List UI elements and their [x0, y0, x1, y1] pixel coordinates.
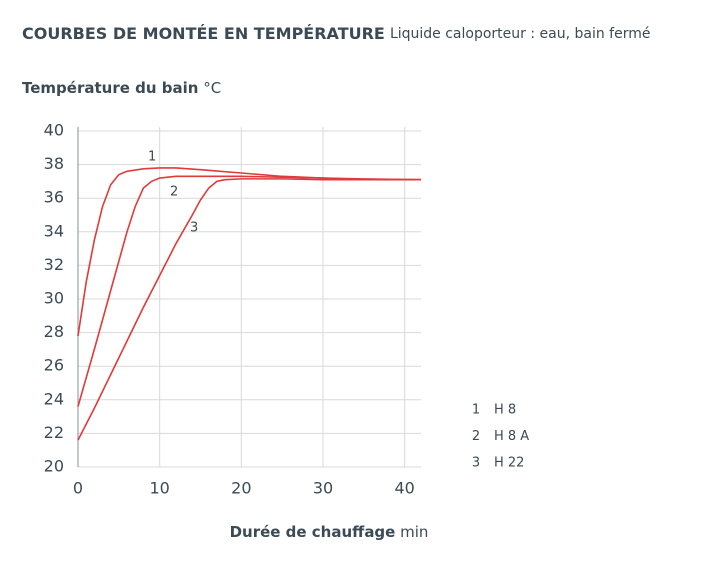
data-line — [77, 175, 422, 407]
chart-heading: COURBES DE MONTÉE EN TEMPÉRATURE Liquide… — [22, 24, 650, 43]
chart-title: COURBES DE MONTÉE EN TEMPÉRATURE — [22, 24, 385, 43]
legend-label: H 8 A — [494, 429, 529, 444]
y-tick-label: 30 — [44, 289, 64, 308]
y-tick-label: 32 — [44, 255, 64, 274]
x-axis-title: Durée de chauffage min — [230, 523, 429, 541]
data-line — [77, 178, 421, 441]
x-tick-label: 30 — [313, 479, 333, 498]
y-unit: °C — [203, 79, 221, 97]
x-tick-label: 10 — [149, 479, 169, 498]
curve-label: 2 — [170, 185, 178, 200]
x-label: Durée de chauffage — [230, 523, 396, 541]
x-tick-label: 40 — [394, 479, 414, 498]
y-tick-label: 38 — [44, 154, 64, 173]
legend-label: H 22 — [494, 456, 524, 471]
x-unit: min — [400, 523, 428, 541]
y-tick-label: 28 — [44, 322, 64, 341]
y-axis-title: Température du bain °C — [22, 79, 221, 97]
legend-number: 3 — [472, 456, 480, 471]
x-tick-label: 20 — [231, 479, 251, 498]
curve-label: 3 — [190, 221, 198, 236]
x-tick-label: 0 — [73, 479, 83, 498]
legend-number: 2 — [472, 429, 480, 444]
y-tick-label: 24 — [44, 389, 64, 408]
y-tick-label: 36 — [44, 188, 64, 207]
curve-label: 1 — [148, 150, 156, 165]
legend-number: 1 — [472, 403, 480, 418]
legend-label: H 8 — [494, 403, 516, 418]
y-label: Température du bain — [22, 79, 198, 97]
y-tick-label: 26 — [44, 356, 64, 375]
y-tick-label: 20 — [44, 457, 64, 476]
y-tick-label: 34 — [44, 221, 64, 240]
y-tick-label: 40 — [44, 121, 64, 140]
chart-subtitle: Liquide caloporteur : eau, bain fermé — [390, 26, 651, 42]
data-line — [77, 167, 421, 337]
y-tick-label: 22 — [44, 423, 64, 442]
